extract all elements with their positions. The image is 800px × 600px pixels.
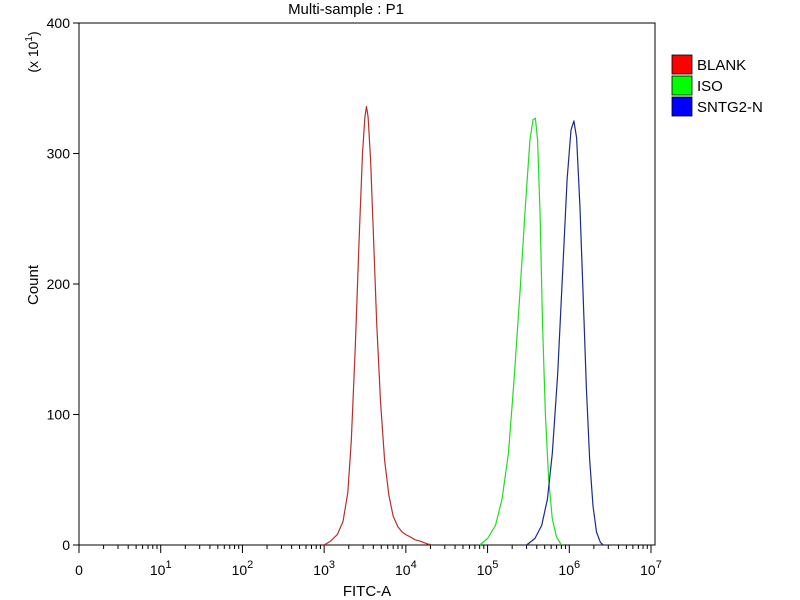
chart-title: Multi-sample : P1 <box>288 1 404 18</box>
legend: BLANK ISO SNTG2-N <box>671 54 763 117</box>
y-tick-label: 300 <box>47 146 71 162</box>
svg-text:(x 101): (x 101) <box>24 31 41 72</box>
y-axis: 0 100 200 300 400 <box>47 15 79 553</box>
x-tick-label: 104 <box>395 559 417 578</box>
legend-label-blank: BLANK <box>697 57 746 74</box>
legend-swatch-iso <box>671 75 693 96</box>
series-line-iso <box>479 117 562 546</box>
x-tick-label: 103 <box>313 559 335 578</box>
plot-frame <box>78 22 656 546</box>
y-tick-label: 100 <box>47 407 71 423</box>
x-axis: 0 101 102 103 104 105 106 107 <box>75 545 662 578</box>
legend-swatch-sntg2-n <box>671 96 693 117</box>
series-line-blank <box>323 105 433 546</box>
y-axis-title: Count <box>25 264 42 305</box>
x-tick-label: 102 <box>232 559 254 578</box>
x-tick-label: 105 <box>477 559 499 578</box>
y-tick-label: 0 <box>62 537 70 553</box>
x-tick-label: 107 <box>640 559 662 578</box>
series-line-sntg2-n <box>526 120 604 546</box>
x-tick-label: 101 <box>150 559 172 578</box>
legend-label-sntg2-n: SNTG2-N <box>697 99 763 116</box>
x-tick-label: 0 <box>75 562 83 578</box>
legend-label-iso: ISO <box>697 78 723 95</box>
x-tick-label: 106 <box>558 559 580 578</box>
y-tick-label: 400 <box>47 15 71 31</box>
y-tick-label: 200 <box>47 276 71 292</box>
series-layer <box>323 105 604 546</box>
y-multiplier-label: (x 101) <box>24 31 41 72</box>
legend-swatch-blank <box>671 54 693 75</box>
x-axis-title: FITC-A <box>343 583 391 600</box>
